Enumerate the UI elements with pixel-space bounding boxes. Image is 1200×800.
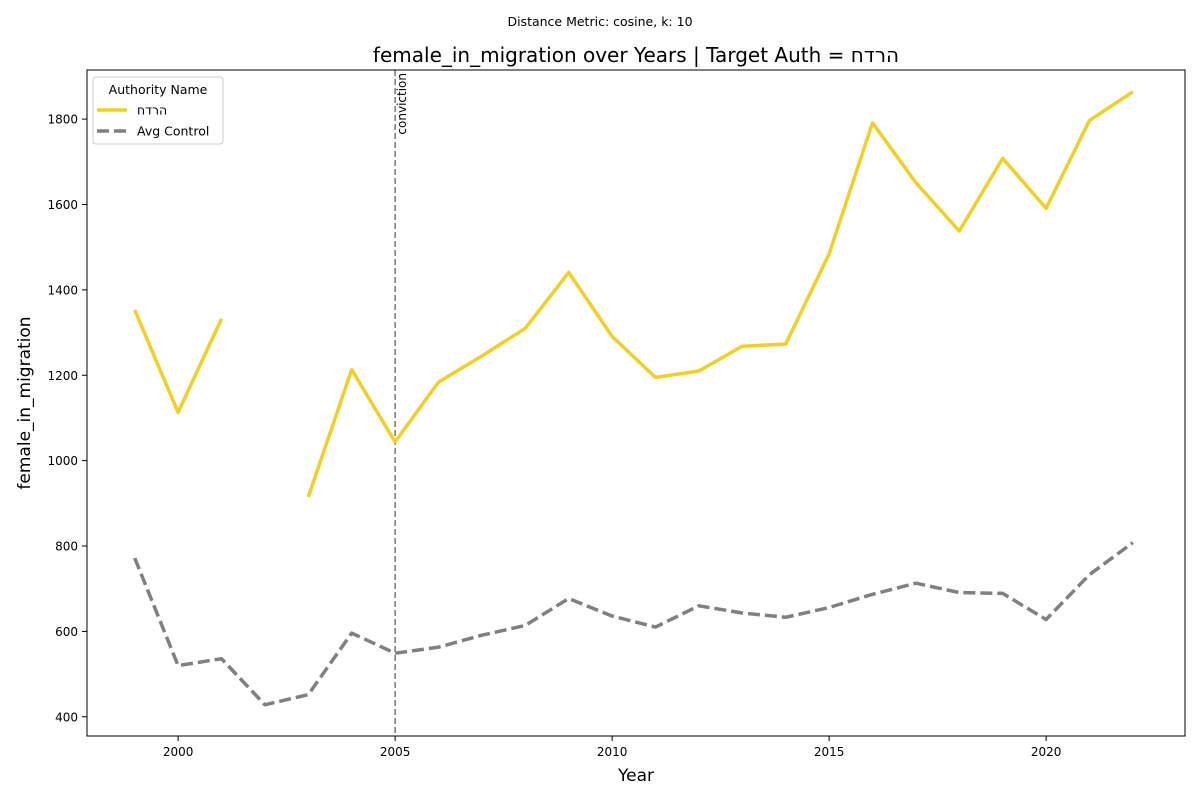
x-tick-label: 2020	[1031, 745, 1062, 759]
y-axis-title: female_in_migration	[15, 316, 35, 489]
conviction-label: conviction	[395, 73, 409, 135]
legend-label-control: Avg Control	[137, 124, 209, 139]
y-tick-label: 1200	[47, 369, 78, 383]
y-tick-label: 1600	[47, 198, 78, 212]
plot-frame	[86, 69, 1186, 737]
x-axis: 2000 2005 2010 2015 2020	[163, 736, 1062, 759]
y-axis: 400 600 800 1000 1200 1400 1600 1800	[47, 113, 87, 724]
series-line-1	[133, 541, 1134, 707]
y-tick-label: 1800	[47, 113, 78, 127]
plot-area: conviction	[133, 70, 1134, 736]
y-tick-label: 400	[55, 710, 78, 724]
x-tick-label: 2005	[380, 745, 411, 759]
legend: Authority Name הרדח Avg Control	[92, 76, 224, 145]
legend-label-target: הרדח	[137, 103, 167, 118]
chart-suptitle: Distance Metric: cosine, k: 10	[507, 14, 692, 29]
series-line-0	[133, 90, 1134, 498]
chart-title: female_in_migration over Years | Target …	[373, 43, 899, 67]
legend-title: Authority Name	[109, 82, 208, 97]
legend-box	[92, 76, 224, 145]
x-tick-label: 2000	[163, 745, 194, 759]
y-tick-label: 600	[55, 625, 78, 639]
y-tick-label: 1000	[47, 454, 78, 468]
x-tick-label: 2010	[597, 745, 628, 759]
y-tick-label: 800	[55, 540, 78, 554]
y-tick-label: 1400	[47, 283, 78, 297]
x-axis-title: Year	[617, 766, 654, 786]
x-tick-label: 2015	[814, 745, 845, 759]
